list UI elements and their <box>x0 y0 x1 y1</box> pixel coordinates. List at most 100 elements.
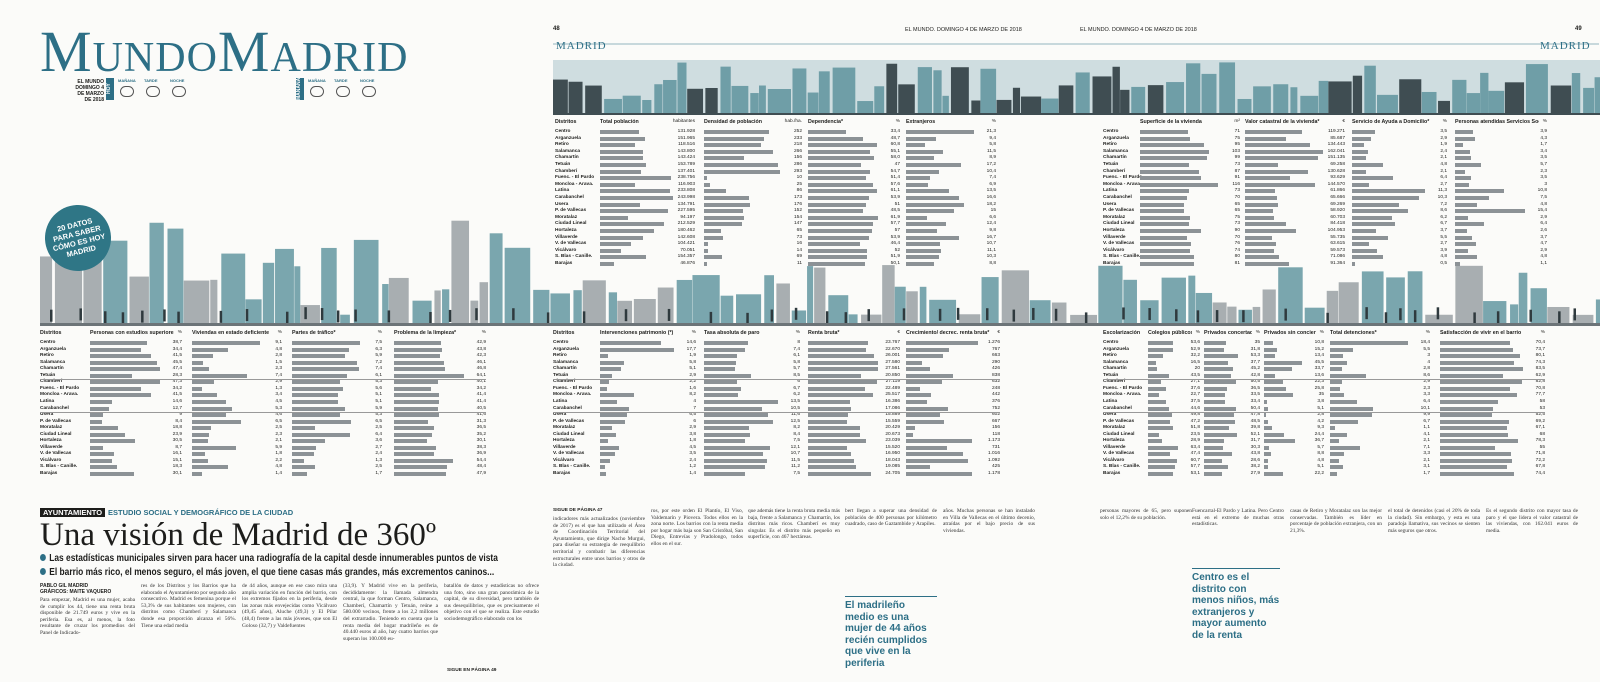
value: 8,4 <box>175 418 182 424</box>
value: 3,3 <box>1423 451 1430 457</box>
skyline-shape <box>985 308 989 321</box>
bar <box>292 472 308 476</box>
skyline-shape <box>996 99 1012 114</box>
bar <box>600 209 669 214</box>
unit: € <box>897 330 900 335</box>
bar <box>1330 347 1354 352</box>
value: 6,4 <box>1440 175 1447 181</box>
rule <box>553 379 1000 380</box>
unit: % <box>1195 330 1200 335</box>
value: 3,5 <box>1440 129 1447 134</box>
value: 10,8 <box>1314 340 1324 345</box>
value: 80,1 <box>1535 353 1545 359</box>
value: 7,4 <box>275 372 282 378</box>
value: 151.135 <box>1327 155 1345 161</box>
bar <box>394 452 435 457</box>
district: Chamartín <box>40 366 64 372</box>
value: 3,6 <box>375 438 382 444</box>
bar <box>192 413 227 418</box>
bar <box>394 380 438 385</box>
bar <box>906 432 913 437</box>
value: 9,1 <box>275 340 282 345</box>
district: Barajas <box>40 471 58 476</box>
bar <box>906 209 954 214</box>
value: 5,7 <box>1317 444 1324 450</box>
value: 8 <box>797 340 800 345</box>
value: 3,3 <box>1423 392 1430 398</box>
bar <box>808 262 865 266</box>
bar <box>704 445 771 450</box>
skyline-shape <box>792 68 807 114</box>
bar <box>394 347 442 352</box>
district: Barajas <box>553 471 571 476</box>
district: Salamanca <box>1103 359 1129 365</box>
value: 103 <box>1231 148 1240 154</box>
bar <box>704 360 736 365</box>
bar <box>192 393 218 398</box>
bar <box>292 419 351 424</box>
bar <box>394 432 433 437</box>
value: 4,5 <box>275 398 282 404</box>
value: 1,5 <box>275 359 282 365</box>
district: Centro <box>1103 340 1119 345</box>
value: 8,8 <box>1317 451 1324 457</box>
district: Ciudad Lineal <box>40 431 72 437</box>
value: 70 <box>1234 234 1240 240</box>
value: 7,4 <box>989 175 996 181</box>
bar <box>192 452 206 457</box>
value: 233 <box>793 135 802 141</box>
bar <box>704 130 770 134</box>
value: 3 <box>1427 353 1430 359</box>
bar <box>1330 393 1344 398</box>
article-column: personas mayores de 65, pero suponen sol… <box>1100 508 1192 521</box>
value: 4,8 <box>1440 254 1447 260</box>
bar <box>1264 367 1293 372</box>
value: 47,8 <box>1250 412 1260 418</box>
value: 10,5 <box>790 405 800 411</box>
value: 54,4 <box>476 457 486 463</box>
value: 47,9 <box>476 471 486 476</box>
value: 173 <box>793 195 802 200</box>
bar <box>394 458 454 463</box>
district: Chamartín <box>555 155 579 161</box>
bar <box>600 189 670 194</box>
bar <box>600 347 674 352</box>
bar <box>600 465 606 470</box>
district: Villaverde <box>1103 234 1126 240</box>
skyline-shape <box>1215 310 1219 323</box>
value: 69.258 <box>1330 162 1345 167</box>
value: 6,3 <box>375 346 382 352</box>
bar <box>90 439 136 444</box>
skyline-shape <box>553 79 568 114</box>
district: S. Blas - Canille. <box>553 464 591 470</box>
bar <box>1455 229 1467 233</box>
value: 70 <box>1234 195 1240 200</box>
value: 13,4 <box>1314 353 1324 359</box>
value: 5,3 <box>375 412 382 418</box>
rule <box>40 379 486 380</box>
bar <box>1264 399 1268 404</box>
bar <box>292 399 339 404</box>
district: Retiro <box>555 142 569 148</box>
bar <box>1140 242 1192 247</box>
value: 46,1 <box>476 359 486 365</box>
value: 20.673 <box>885 431 900 437</box>
skyline-shape <box>489 233 503 325</box>
value: 5,8 <box>989 142 996 148</box>
bar <box>704 182 711 187</box>
bar <box>704 465 766 470</box>
bar <box>704 380 737 385</box>
bar <box>600 235 643 240</box>
skyline-shape <box>1300 95 1319 114</box>
value: 1,7 <box>1540 142 1547 148</box>
value: 45,2 <box>1250 366 1260 372</box>
bar <box>906 419 944 424</box>
district: Villaverde <box>555 234 578 240</box>
value: 8,7 <box>175 444 182 450</box>
value: 1,8 <box>275 451 282 457</box>
skyline-shape <box>1123 279 1137 325</box>
skyline-shape <box>1290 87 1298 114</box>
value: 25 <box>796 181 802 187</box>
value: 74,3 <box>1535 359 1545 365</box>
weather-icon <box>310 86 324 97</box>
